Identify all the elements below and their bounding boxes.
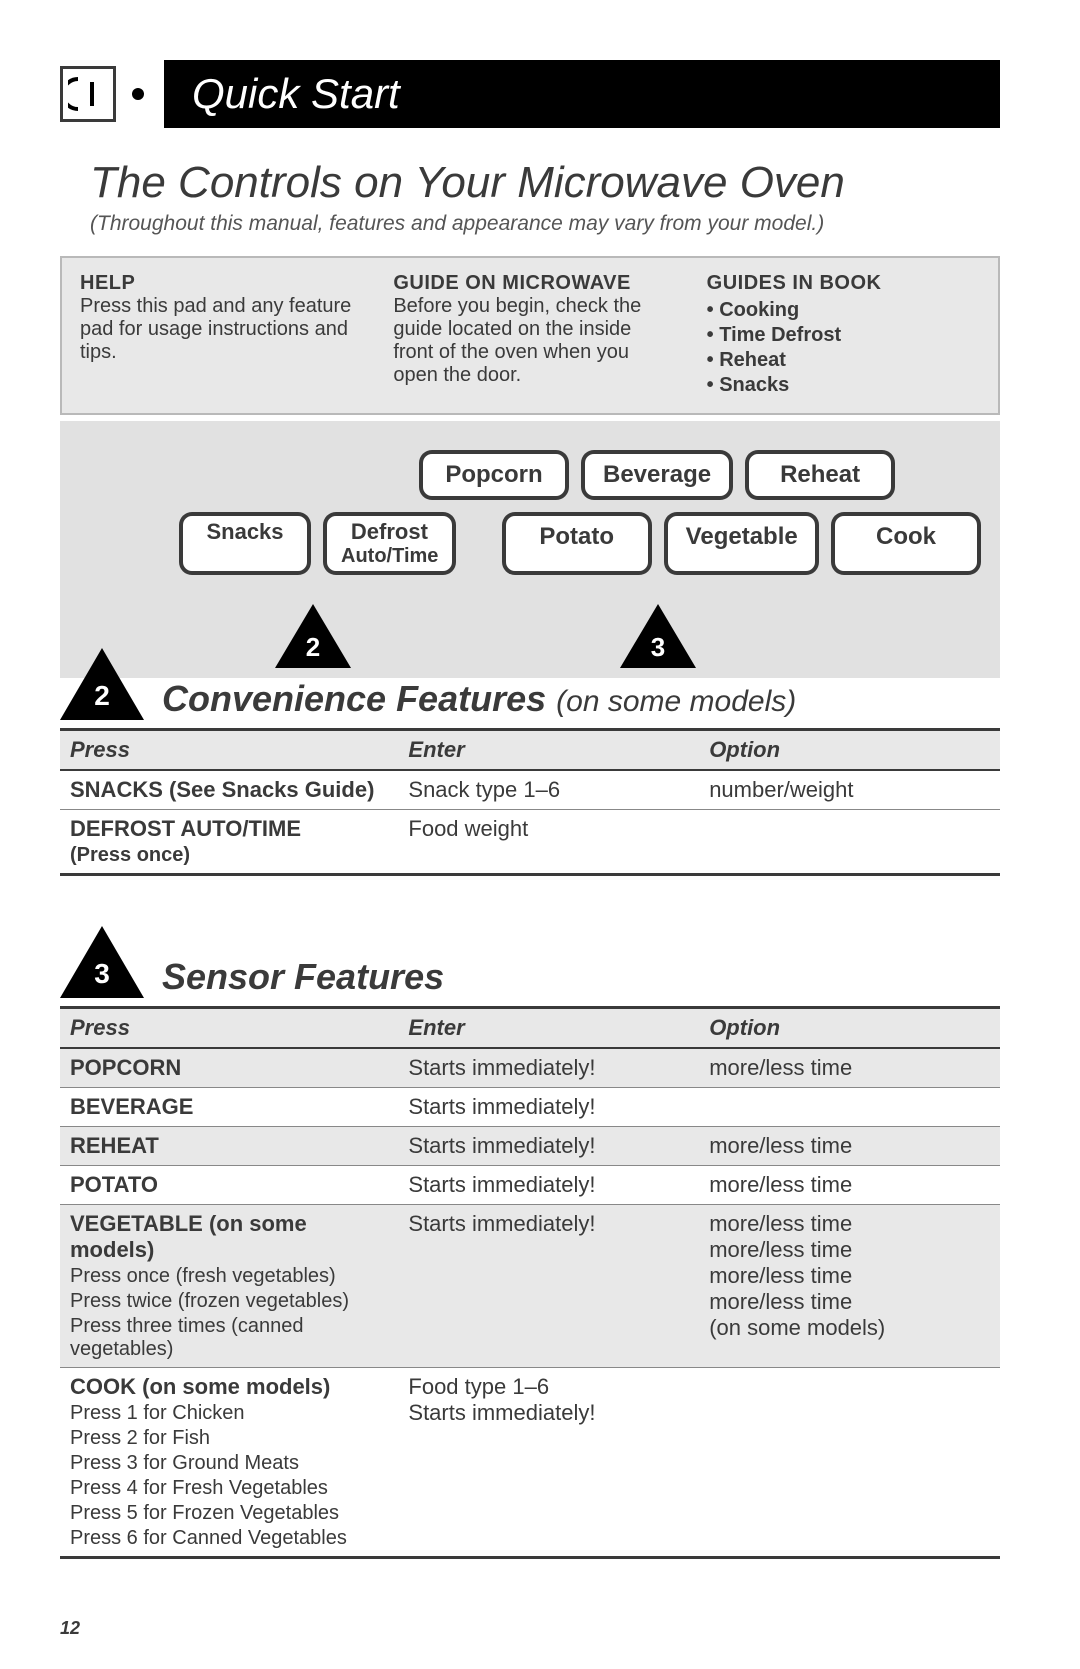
guide-book-heading: GUIDES IN BOOK [707, 272, 980, 295]
guide-book: GUIDES IN BOOK Cooking Time Defrost Rehe… [707, 272, 980, 399]
table-row: VEGETABLE (on some models) Press once (fr… [60, 1204, 1000, 1367]
cell-press: POPCORN [70, 1055, 181, 1080]
section-3-title: Sensor Features [162, 956, 444, 998]
table-row: BEVERAGE Starts immediately! [60, 1087, 1000, 1126]
page-number: 12 [60, 1618, 80, 1639]
section-3-header: 3 Sensor Features [60, 926, 1000, 998]
page-title: The Controls on Your Microwave Oven [90, 158, 1000, 208]
cell-option: more/less time [699, 1165, 1000, 1204]
cell-press-sub: Press 6 for Canned Vegetables [70, 1527, 388, 1550]
section-2-title: Convenience Features (on some models) [162, 678, 796, 720]
defrost-button[interactable]: Defrost Auto/Time [324, 513, 455, 573]
cell-option: more/less timemore/less timemore/less ti… [699, 1204, 1000, 1367]
cell-press-sub: Press once (fresh vegetables) [70, 1265, 388, 1288]
cell-press-sub: Press 3 for Ground Meats [70, 1452, 388, 1475]
vegetable-button[interactable]: Vegetable [665, 513, 818, 573]
cell-option [699, 1367, 1000, 1557]
cell-press: SNACKS (See Snacks Guide) [70, 777, 374, 802]
section-2-marker: 2 [60, 648, 144, 720]
section-2-note: (on some models) [556, 685, 796, 718]
guide-mw-heading: GUIDE ON MICROWAVE [393, 272, 666, 295]
convenience-table: Press Enter Option SNACKS (See Snacks Gu… [60, 728, 1000, 876]
cell-option: more/less time [699, 1048, 1000, 1088]
cell-press-sub: (Press once) [70, 844, 388, 867]
cell-press-sub: Press three times (canned vegetables) [70, 1315, 388, 1361]
potato-button[interactable]: Potato [503, 513, 651, 573]
col-press: Press [60, 1007, 398, 1048]
cell-option [699, 809, 1000, 874]
beverage-button[interactable]: Beverage [582, 451, 732, 499]
col-enter: Enter [398, 1007, 699, 1048]
cell-enter: Food weight [398, 809, 699, 874]
page-header: Quick Start [60, 60, 1000, 128]
cell-press: BEVERAGE [70, 1094, 193, 1119]
button-row-1: Popcorn Beverage Reheat [420, 451, 980, 499]
guide-book-item: Cooking [707, 299, 980, 322]
popcorn-button[interactable]: Popcorn [420, 451, 568, 499]
marker-number: 3 [91, 958, 113, 990]
cell-enter: Starts immediately! [398, 1126, 699, 1165]
cell-enter: Starts immediately! [398, 1165, 699, 1204]
cell-press-sub: Press 5 for Frozen Vegetables [70, 1502, 388, 1525]
cell-press-sub: Press 4 for Fresh Vegetables [70, 1477, 388, 1500]
marker-number: 2 [91, 680, 113, 712]
col-enter: Enter [398, 729, 699, 770]
table-row: POTATO Starts immediately!more/less time [60, 1165, 1000, 1204]
cell-press: POTATO [70, 1172, 158, 1197]
guide-panel: HELP Press this pad and any feature pad … [60, 256, 1000, 415]
defrost-label: Defrost [351, 519, 428, 544]
cell-press: VEGETABLE (on some models) [70, 1211, 307, 1262]
sensor-table: Press Enter Option POPCORN Starts immedia… [60, 1006, 1000, 1559]
guide-mw-body: Before you begin, check the guide locate… [393, 295, 666, 387]
cell-option [699, 1087, 1000, 1126]
guide-help-body: Press this pad and any feature pad for u… [80, 295, 353, 364]
guide-book-list: Cooking Time Defrost Reheat Snacks [707, 299, 980, 397]
col-option: Option [699, 1007, 1000, 1048]
cell-press-sub: Press 2 for Fish [70, 1427, 388, 1450]
reheat-button[interactable]: Reheat [746, 451, 894, 499]
marker-triangle-3: 3 [620, 604, 696, 668]
section-2-title-text: Convenience Features [162, 678, 546, 719]
marker-number: 2 [303, 632, 323, 663]
cell-enter: Food type 1–6Starts immediately! [398, 1367, 699, 1557]
section-banner: Quick Start [164, 60, 1000, 128]
guide-book-item: Reheat [707, 349, 980, 372]
logo-icon [60, 66, 116, 122]
control-buttons-panel: Popcorn Beverage Reheat Snacks Defrost A… [60, 421, 1000, 678]
cell-enter: Snack type 1–6 [398, 770, 699, 810]
guide-help: HELP Press this pad and any feature pad … [80, 272, 353, 399]
guide-book-item: Snacks [707, 374, 980, 397]
cook-button[interactable]: Cook [832, 513, 980, 573]
col-press: Press [60, 729, 398, 770]
table-row: REHEAT Starts immediately!more/less time [60, 1126, 1000, 1165]
cell-press: COOK (on some models) [70, 1374, 330, 1399]
cell-press: DEFROST AUTO/TIME [70, 816, 301, 841]
guide-help-heading: HELP [80, 272, 353, 295]
marker-number: 3 [648, 632, 668, 663]
col-option: Option [699, 729, 1000, 770]
cell-option: more/less time [699, 1126, 1000, 1165]
cell-enter: Starts immediately! [398, 1087, 699, 1126]
cell-enter: Starts immediately! [398, 1048, 699, 1088]
cell-enter: Starts immediately! [398, 1204, 699, 1367]
cell-press-sub: Press twice (frozen vegetables) [70, 1290, 388, 1313]
table-row: DEFROST AUTO/TIME (Press once) Food weigh… [60, 809, 1000, 874]
marker-triangle-2a: 2 [275, 604, 351, 668]
page-subtitle: (Throughout this manual, features and ap… [90, 212, 1000, 236]
cell-press: REHEAT [70, 1133, 159, 1158]
table-row: SNACKS (See Snacks Guide) Snack type 1–6… [60, 770, 1000, 810]
table-row: POPCORN Starts immediately!more/less time [60, 1048, 1000, 1088]
button-row-2: Snacks Defrost Auto/Time Potato Vegetabl… [180, 513, 980, 573]
guide-book-item: Time Defrost [707, 324, 980, 347]
table-row: COOK (on some models) Press 1 for Chicken… [60, 1367, 1000, 1557]
section-3-marker: 3 [60, 926, 144, 998]
guide-microwave: GUIDE ON MICROWAVE Before you begin, che… [393, 272, 666, 399]
cell-option: number/weight [699, 770, 1000, 810]
defrost-sublabel: Auto/Time [341, 545, 438, 567]
cell-press-sub: Press 1 for Chicken [70, 1402, 388, 1425]
dot-icon [132, 88, 144, 100]
snacks-button[interactable]: Snacks [180, 513, 310, 573]
